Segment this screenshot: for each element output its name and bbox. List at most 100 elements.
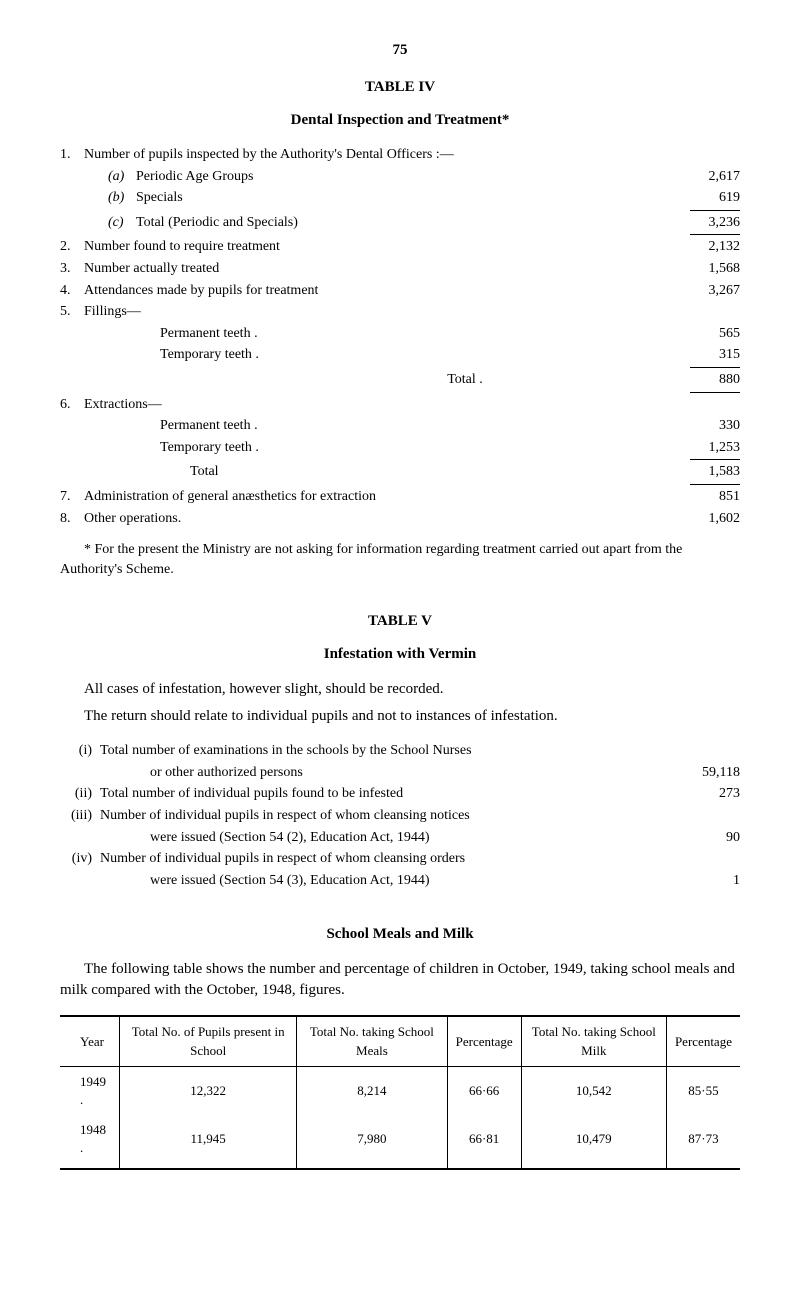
val-8: 1,602 (670, 509, 740, 529)
tv-ii-val: 273 (670, 784, 740, 804)
tv-iv-label2: were issued (Section 54 (3), Education A… (100, 871, 670, 891)
label-8: Other operations. (84, 509, 670, 529)
tv-iv: (iv) Number of individual pupils in resp… (60, 849, 740, 869)
row-1c: (c) Total (Periodic and Specials) 3,236 (60, 213, 740, 233)
cell-year: 1948 . (60, 1115, 120, 1168)
label-6tot: Total (160, 462, 670, 482)
label-2: Number found to require treatment (84, 237, 670, 257)
divider (690, 392, 740, 393)
label-3: Number actually treated (84, 259, 670, 279)
table-v-title: TABLE V (60, 611, 740, 632)
label-5t: Temporary teeth . (160, 345, 670, 365)
row-1: 1. Number of pupils inspected by the Aut… (60, 145, 740, 165)
row-5: 5. Fillings— (60, 302, 740, 322)
val-1b: 619 (670, 188, 740, 208)
num-6: 6. (60, 395, 84, 415)
cell-year: 1949 . (60, 1066, 120, 1115)
val-3: 1,568 (670, 259, 740, 279)
num-4: 4. (60, 281, 84, 301)
label-5tot: Total . (60, 370, 670, 390)
sub-1b: (b) (108, 188, 136, 208)
meals-header-row: Year Total No. of Pupils present in Scho… (60, 1016, 740, 1066)
val-7: 851 (670, 487, 740, 507)
row-2: 2. Number found to require treatment 2,1… (60, 237, 740, 257)
meals-table: Year Total No. of Pupils present in Scho… (60, 1015, 740, 1169)
num-2: 2. (60, 237, 84, 257)
row-6: 6. Extractions— (60, 395, 740, 415)
row-1b: (b) Specials 619 (60, 188, 740, 208)
row-8: 8. Other operations. 1,602 (60, 509, 740, 529)
page-number: 75 (60, 40, 740, 61)
cell-meals: 7,980 (297, 1115, 447, 1168)
row-6p: Permanent teeth . 330 (60, 416, 740, 436)
table-iv-title: TABLE IV (60, 77, 740, 98)
cell-pupils: 11,945 (120, 1115, 297, 1168)
th-pct2: Percentage (666, 1016, 740, 1066)
tv-iv-num: (iv) (60, 849, 100, 869)
num-8: 8. (60, 509, 84, 529)
label-6t: Temporary teeth . (160, 438, 670, 458)
tv-i-label1: Total number of examinations in the scho… (100, 741, 740, 761)
label-5p: Permanent teeth . (160, 324, 670, 344)
row-6t: Temporary teeth . 1,253 (60, 438, 740, 458)
th-year: Year (60, 1016, 120, 1066)
th-pct1: Percentage (447, 1016, 521, 1066)
num-3: 3. (60, 259, 84, 279)
th-milk: Total No. taking School Milk (521, 1016, 666, 1066)
cell-pct1: 66·66 (447, 1066, 521, 1115)
label-1a: Periodic Age Groups (136, 167, 670, 187)
tv-iii-label1: Number of individual pupils in respect o… (100, 806, 740, 826)
tv-iv-val: 1 (670, 871, 740, 891)
tv-ii-num: (ii) (60, 784, 100, 804)
tv-i-label2: or other authorized persons (100, 763, 670, 783)
label-5: Fillings— (84, 302, 740, 322)
val-5p: 565 (670, 324, 740, 344)
tv-iii-val: 90 (670, 828, 740, 848)
tv-iii-num: (iii) (60, 806, 100, 826)
divider (690, 234, 740, 235)
table-iv-footnote: * For the present the Ministry are not a… (60, 540, 740, 579)
label-7: Administration of general anæsthetics fo… (84, 487, 670, 507)
val-1c: 3,236 (670, 213, 740, 233)
table-row: 1948 . 11,945 7,980 66·81 10,479 87·73 (60, 1115, 740, 1168)
divider (690, 459, 740, 460)
tv-i-num: (i) (60, 741, 100, 761)
tv-para2: The return should relate to individual p… (60, 706, 740, 727)
meals-para: The following table shows the number and… (60, 959, 740, 1001)
val-5t: 315 (670, 345, 740, 365)
th-pupils: Total No. of Pupils present in School (120, 1016, 297, 1066)
val-6tot: 1,583 (670, 462, 740, 482)
val-1a: 2,617 (670, 167, 740, 187)
th-meals: Total No. taking School Meals (297, 1016, 447, 1066)
cell-pupils: 12,322 (120, 1066, 297, 1115)
val-6p: 330 (670, 416, 740, 436)
tv-iii-b: were issued (Section 54 (2), Education A… (60, 828, 740, 848)
sub-1c: (c) (108, 213, 136, 233)
val-2: 2,132 (670, 237, 740, 257)
tv-i: (i) Total number of examinations in the … (60, 741, 740, 761)
val-4: 3,267 (670, 281, 740, 301)
num-5: 5. (60, 302, 84, 322)
tv-iv-b: were issued (Section 54 (3), Education A… (60, 871, 740, 891)
row-5p: Permanent teeth . 565 (60, 324, 740, 344)
tv-iii-label2: were issued (Section 54 (2), Education A… (100, 828, 670, 848)
cell-pct2: 85·55 (666, 1066, 740, 1115)
tv-i-val: 59,118 (670, 763, 740, 783)
row-3: 3. Number actually treated 1,568 (60, 259, 740, 279)
row-1a: (a) Periodic Age Groups 2,617 (60, 167, 740, 187)
tv-para1: All cases of infestation, however slight… (60, 679, 740, 700)
val-6t: 1,253 (670, 438, 740, 458)
label-1b: Specials (136, 188, 670, 208)
row-7: 7. Administration of general anæsthetics… (60, 487, 740, 507)
tv-ii-label: Total number of individual pupils found … (100, 784, 670, 804)
table-v-heading: Infestation with Vermin (60, 644, 740, 665)
cell-pct2: 87·73 (666, 1115, 740, 1168)
label-6p: Permanent teeth . (160, 416, 670, 436)
row-5t: Temporary teeth . 315 (60, 345, 740, 365)
cell-milk: 10,479 (521, 1115, 666, 1168)
divider (690, 484, 740, 485)
num-1: 1. (60, 145, 84, 165)
cell-pct1: 66·81 (447, 1115, 521, 1168)
tv-iii: (iii) Number of individual pupils in res… (60, 806, 740, 826)
label-1: Number of pupils inspected by the Author… (84, 145, 740, 165)
